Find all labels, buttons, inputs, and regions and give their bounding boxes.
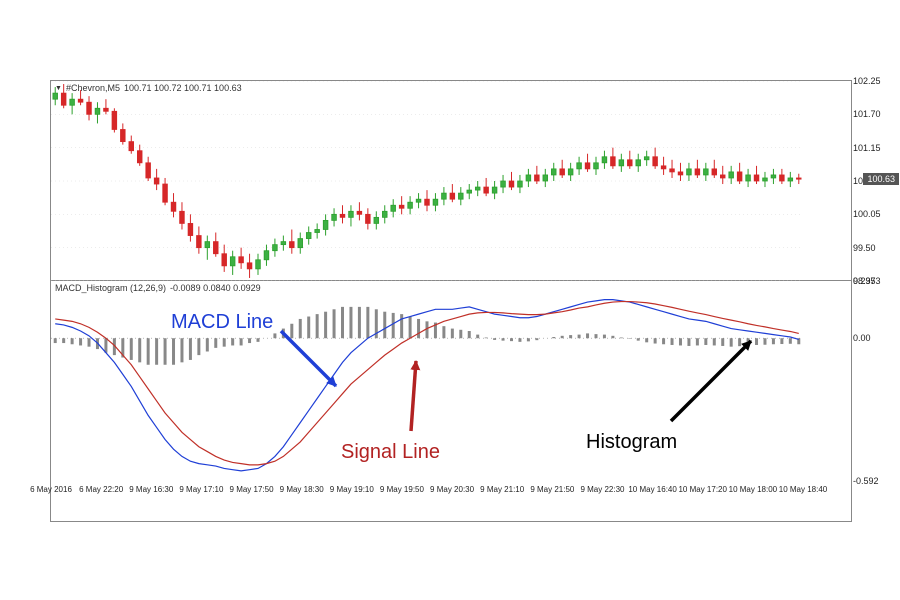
indicator-values: -0.0089 0.0840 0.0929: [170, 283, 261, 293]
price-ytick: 99.50: [853, 243, 876, 253]
time-xtick: 9 May 21:10: [480, 485, 524, 494]
time-xtick: 9 May 17:10: [179, 485, 223, 494]
chart-container: ▼ #Chevron,M5 100.71 100.72 100.71 100.6…: [50, 80, 852, 522]
time-xtick: 10 May 17:20: [678, 485, 726, 494]
macd-panel-title: MACD_Histogram (12,26,9) -0.0089 0.0840 …: [55, 283, 261, 293]
indicator-label: MACD_Histogram (12,26,9): [55, 283, 166, 293]
macd-ytick: -0.592: [853, 476, 879, 486]
macd-ytick: 0.2373: [853, 276, 881, 286]
signal-line-annotation: Signal Line: [341, 441, 440, 464]
time-xtick: 6 May 22:20: [79, 485, 123, 494]
macd-panel[interactable]: MACD_Histogram (12,26,9) -0.0089 0.0840 …: [51, 281, 851, 481]
time-xtick: 10 May 18:40: [779, 485, 827, 494]
time-xtick: 9 May 16:30: [129, 485, 173, 494]
price-ytick: 101.70: [853, 109, 881, 119]
ohlc-values: 100.71 100.72 100.71 100.63: [124, 83, 242, 93]
dropdown-caret-icon[interactable]: ▼: [55, 85, 62, 92]
time-x-axis: 6 May 20166 May 22:209 May 16:309 May 17…: [51, 481, 851, 521]
time-xtick: 9 May 21:50: [530, 485, 574, 494]
macd-y-axis: 0.23730.00-0.592: [853, 281, 899, 481]
time-xtick: 10 May 16:40: [628, 485, 676, 494]
price-panel-title: ▼ #Chevron,M5 100.71 100.72 100.71 100.6…: [55, 83, 242, 93]
symbol-label: #Chevron,M5: [66, 83, 120, 93]
signal-line-label: Signal Line: [341, 441, 440, 463]
last-price-value: 100.63: [867, 174, 895, 184]
time-xtick: 9 May 20:30: [430, 485, 474, 494]
histogram-label: Histogram: [586, 431, 677, 453]
time-xtick: 9 May 17:50: [230, 485, 274, 494]
histogram-annotation: Histogram: [586, 431, 677, 454]
macd-plot-area[interactable]: MACD Line Signal Line Histogram: [51, 281, 851, 481]
price-ytick: 101.15: [853, 143, 881, 153]
time-xtick: 6 May 2016: [30, 485, 72, 494]
price-panel[interactable]: ▼ #Chevron,M5 100.71 100.72 100.71 100.6…: [51, 81, 851, 281]
price-ytick: 100.05: [853, 209, 881, 219]
macd-line-annotation: MACD Line: [171, 311, 273, 334]
price-plot-area[interactable]: [51, 81, 851, 280]
macd-line-label: MACD Line: [171, 311, 273, 333]
time-xtick: 9 May 18:30: [280, 485, 324, 494]
time-xtick: 9 May 19:10: [330, 485, 374, 494]
macd-ytick: 0.00: [853, 333, 871, 343]
time-xtick: 10 May 18:00: [729, 485, 777, 494]
time-xtick: 9 May 19:50: [380, 485, 424, 494]
time-xtick: 9 May 22:30: [580, 485, 624, 494]
price-ytick: 102.25: [853, 76, 881, 86]
last-price-tag: 100.63: [863, 173, 899, 185]
